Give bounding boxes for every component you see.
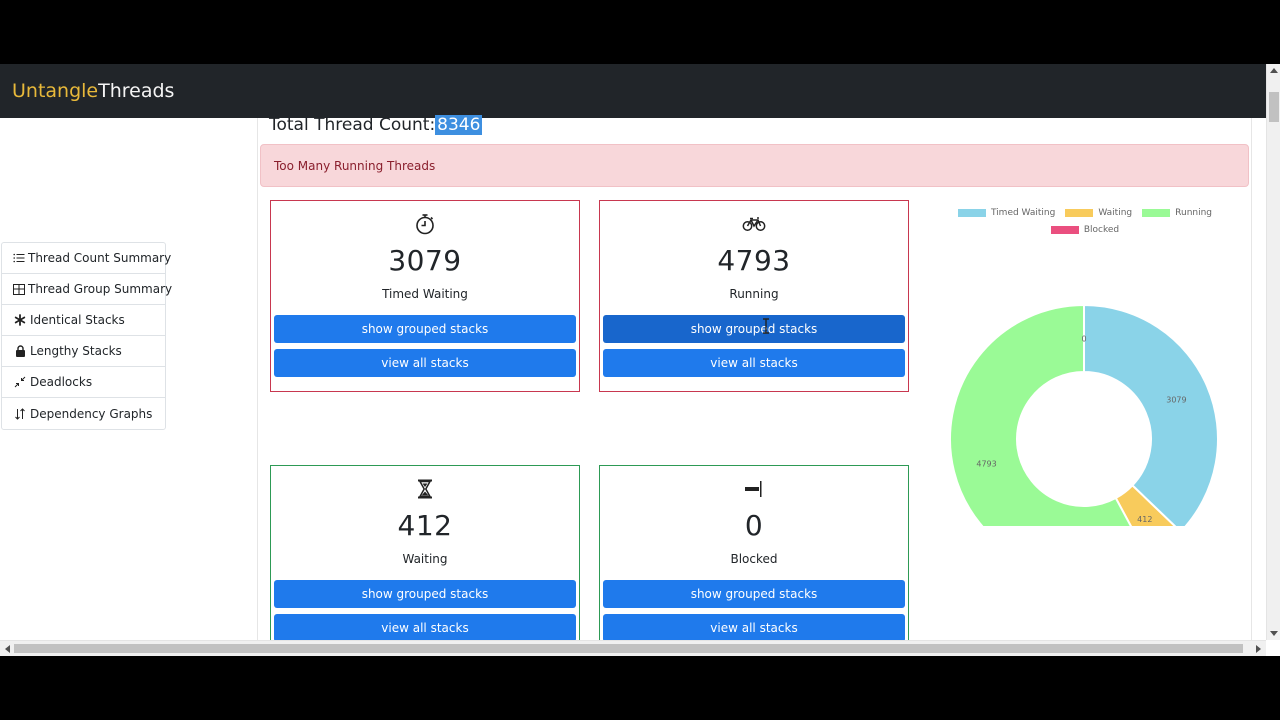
show-grouped-stacks-button[interactable]: show grouped stacks [603, 315, 905, 343]
doughnut-data-label: 0 [1081, 335, 1086, 344]
total-thread-count-value[interactable]: 8346 [435, 115, 483, 135]
brand-part-threads: Threads [98, 80, 175, 102]
scroll-down-icon[interactable] [1270, 631, 1278, 636]
sidebar-item-label: Identical Stacks [30, 313, 125, 327]
card-count: 4793 [717, 244, 791, 277]
thread-state-doughnut-chart: Timed Waiting Waiting Running Blocked 30… [940, 196, 1230, 526]
doughnut-data-label: 3079 [1166, 396, 1186, 405]
total-thread-count-label: Total Thread Count: [269, 115, 436, 135]
sidebar-item-label: Dependency Graphs [30, 406, 153, 421]
main-divider-left [257, 118, 258, 640]
scroll-left-icon[interactable] [5, 645, 10, 653]
legend-swatch [1050, 225, 1079, 234]
sidebar-item-identical-stacks[interactable]: Identical Stacks [2, 305, 165, 336]
bicycle-icon [600, 213, 908, 235]
navbar: UntangleThreads [0, 64, 1266, 118]
sidebar-item-dependency-graphs[interactable]: Dependency Graphs [2, 398, 165, 429]
card-label: Waiting [402, 552, 448, 566]
legend-item-waiting[interactable]: Waiting [1065, 208, 1132, 218]
card-running: 4793 Running show grouped stacks view al… [599, 200, 909, 392]
doughnut-data-label: 4793 [976, 460, 996, 469]
alert-text: Too Many Running Threads [274, 158, 436, 173]
text-cursor-icon [763, 318, 769, 334]
view-all-stacks-button[interactable]: view all stacks [603, 349, 905, 377]
collapse-arrows-icon [13, 376, 27, 388]
card-timed-waiting: 3079 Timed Waiting show grouped stacks v… [270, 200, 580, 392]
sidebar-item-label: Lengthy Stacks [30, 344, 122, 358]
doughnut-svg: 3079 412 4793 0 [949, 303, 1219, 526]
scroll-up-icon[interactable] [1270, 68, 1278, 73]
card-waiting: 412 Waiting show grouped stacks view all… [270, 465, 580, 656]
doughnut-segment[interactable] [1083, 303, 1219, 526]
view-all-stacks-button[interactable]: view all stacks [603, 614, 905, 642]
card-blocked: 0 Blocked show grouped stacks view all s… [599, 465, 909, 656]
card-count: 0 [744, 509, 764, 542]
sidebar-item-deadlocks[interactable]: Deadlocks [2, 367, 165, 398]
legend-swatch [1142, 208, 1171, 217]
main-divider-right [1251, 118, 1252, 640]
sidebar-item-thread-group-summary[interactable]: Thread Group Summary [2, 274, 172, 305]
view-all-stacks-button[interactable]: view all stacks [274, 349, 576, 377]
sidebar-item-label: Deadlocks [30, 375, 93, 389]
legend-label: Waiting [1098, 207, 1133, 218]
stopwatch-icon [271, 213, 579, 235]
legend-swatch [1065, 208, 1094, 217]
legend-item-blocked[interactable]: Blocked [1050, 224, 1120, 235]
doughnut-segment[interactable] [949, 303, 1148, 526]
blocked-icon [600, 478, 908, 500]
browser-viewport: UntangleThreads Thread Count Summary Thr… [0, 64, 1280, 656]
legend-label: Running [1175, 207, 1213, 218]
card-label: Running [729, 287, 779, 301]
hourglass-icon [271, 478, 579, 500]
legend-swatch [957, 208, 986, 217]
sidebar-item-thread-count-summary[interactable]: Thread Count Summary [2, 243, 171, 274]
show-grouped-stacks-button[interactable]: show grouped stacks [274, 580, 576, 608]
card-label: Blocked [730, 552, 778, 566]
sidebar-item-lengthy-stacks[interactable]: Lengthy Stacks [2, 336, 165, 367]
sort-arrows-icon [13, 407, 27, 420]
show-grouped-stacks-button[interactable]: show grouped stacks [274, 315, 576, 343]
horizontal-scroll-thumb[interactable] [14, 644, 1243, 653]
show-grouped-stacks-button[interactable]: show grouped stacks [603, 580, 905, 608]
legend-item-running[interactable]: Running [1142, 208, 1212, 218]
doughnut-data-label: 412 [1137, 515, 1152, 524]
legend-item-timed-waiting[interactable]: Timed Waiting [957, 207, 1056, 218]
sidebar-nav: Thread Count Summary Thread Group Summar… [1, 242, 172, 430]
brand-logo[interactable]: UntangleThreads [12, 80, 174, 102]
sidebar-item-label: Thread Group Summary [28, 282, 173, 296]
horizontal-scrollbar[interactable] [0, 640, 1266, 656]
alert-banner: Too Many Running Threads [260, 144, 1249, 187]
list-icon [13, 253, 25, 263]
card-count: 412 [397, 509, 453, 542]
asterisk-icon [13, 314, 27, 326]
vertical-scroll-thumb[interactable] [1269, 92, 1279, 122]
lock-icon [13, 345, 27, 357]
legend-label: Blocked [1083, 224, 1120, 235]
card-label: Timed Waiting [382, 287, 468, 301]
doughnut-segment[interactable] [1114, 483, 1181, 526]
scroll-right-icon[interactable] [1256, 645, 1261, 653]
brand-part-untangle: Untangle [12, 80, 99, 102]
chart-legend: Timed Waiting Waiting Running Blocked [940, 204, 1230, 238]
legend-label: Timed Waiting [990, 207, 1056, 218]
view-all-stacks-button[interactable]: view all stacks [274, 614, 576, 642]
grid-icon [13, 283, 25, 295]
sidebar-item-label: Thread Count Summary [28, 251, 172, 265]
card-count: 3079 [388, 244, 462, 277]
vertical-scrollbar[interactable] [1266, 64, 1280, 640]
total-thread-count: Total Thread Count: 8346 [269, 115, 483, 135]
